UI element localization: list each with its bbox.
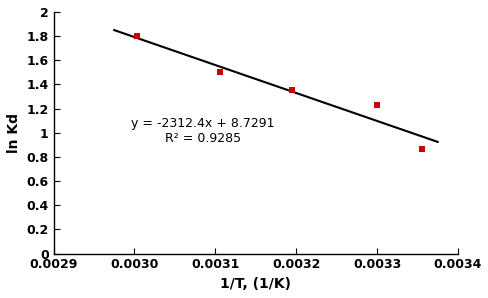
Text: y = -2312.4x + 8.7291
R² = 0.9285: y = -2312.4x + 8.7291 R² = 0.9285 <box>131 117 274 145</box>
Point <box>372 103 380 107</box>
Y-axis label: ln Kd: ln Kd <box>7 113 21 153</box>
Point <box>216 69 224 74</box>
Point <box>418 147 426 152</box>
Point <box>133 34 141 38</box>
Point <box>287 88 295 93</box>
X-axis label: 1/T, (1/K): 1/T, (1/K) <box>220 277 291 291</box>
